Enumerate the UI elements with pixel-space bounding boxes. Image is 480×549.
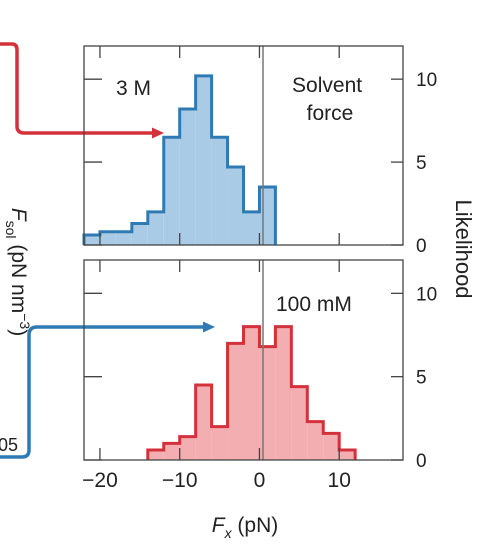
bottom-y-tick-label: 10 — [416, 284, 437, 305]
top-histogram-bar — [211, 137, 228, 245]
bottom-histogram-bar — [195, 385, 212, 460]
bottom-y-tick-label: 0 — [416, 451, 427, 472]
red-connector-arrow — [0, 42, 154, 135]
blue-connector-arrow — [0, 325, 205, 459]
bottom-histogram-bar — [179, 436, 196, 460]
y-tick-labels: 0 5 10 0 5 10 — [416, 70, 437, 472]
bottom-y-tick-label: 5 — [416, 368, 427, 389]
left-tick-fragment: 05 — [0, 435, 18, 455]
bottom-histogram-bar — [339, 450, 356, 460]
solvent-force-label: Solvent force — [292, 74, 368, 125]
bottom-histogram-bar — [211, 426, 228, 460]
x-axis-label: Fx (pN) — [212, 514, 279, 541]
x-tick-label: 10 — [328, 469, 351, 492]
top-y-tick-label: 0 — [416, 236, 427, 257]
bottom-histogram-bars — [146, 325, 357, 460]
top-histogram-bar — [163, 137, 180, 245]
top-histogram-panel: 3 M Solvent force — [82, 45, 404, 246]
top-histogram-bar — [243, 211, 260, 245]
x-tick-label: −20 — [82, 469, 118, 492]
left-ylabel-fragment: Fsol (pN nm−3) — [3, 208, 33, 336]
top-histogram-bar — [115, 231, 132, 245]
top-y-tick-label: 5 — [416, 153, 427, 174]
top-histogram-outline — [82, 74, 277, 245]
x-tick-label: 0 — [254, 469, 266, 492]
bottom-axis-ticks — [84, 260, 403, 461]
top-histogram-bars — [82, 74, 277, 246]
y-axis-label-likelihood: Likelihood — [451, 199, 476, 298]
bottom-histogram-bar — [227, 343, 244, 460]
top-histogram-bar — [147, 211, 164, 245]
top-histogram-bar — [179, 109, 196, 246]
top-histogram-bar — [99, 231, 116, 245]
bottom-histogram-bar — [323, 433, 340, 460]
top-histogram-bar — [131, 223, 148, 245]
top-panel-annotation: 3 M — [116, 77, 151, 100]
red-arrowhead — [152, 127, 164, 139]
top-axis-ticks — [84, 46, 403, 246]
top-histogram-bar — [84, 235, 100, 245]
blue-arrowhead — [203, 321, 215, 333]
bottom-annotation-bg — [270, 288, 382, 316]
bottom-histogram-panel: 100 mM — [83, 259, 404, 461]
bottom-histogram-bar — [243, 326, 260, 460]
x-tick-label: −10 — [162, 469, 198, 492]
bottom-histogram-bar — [147, 450, 164, 460]
bottom-histogram-outline — [146, 325, 357, 460]
top-histogram-bar — [259, 186, 276, 245]
bottom-histogram-bar — [307, 421, 324, 460]
bottom-histogram-bar — [291, 386, 308, 460]
x-tick-labels: −20 −10 0 10 — [82, 469, 351, 492]
top-histogram-bar — [227, 167, 244, 245]
bottom-histogram-bar — [275, 326, 292, 460]
bottom-histogram-bar — [259, 346, 276, 460]
top-annotation-bg — [111, 72, 163, 100]
bottom-histogram-bar — [163, 443, 180, 460]
bottom-panel-annotation: 100 mM — [276, 293, 352, 316]
bottom-plot-frame — [83, 259, 404, 461]
top-y-tick-label: 10 — [416, 70, 437, 91]
top-histogram-bar — [195, 75, 212, 245]
top-plot-frame — [83, 45, 404, 246]
